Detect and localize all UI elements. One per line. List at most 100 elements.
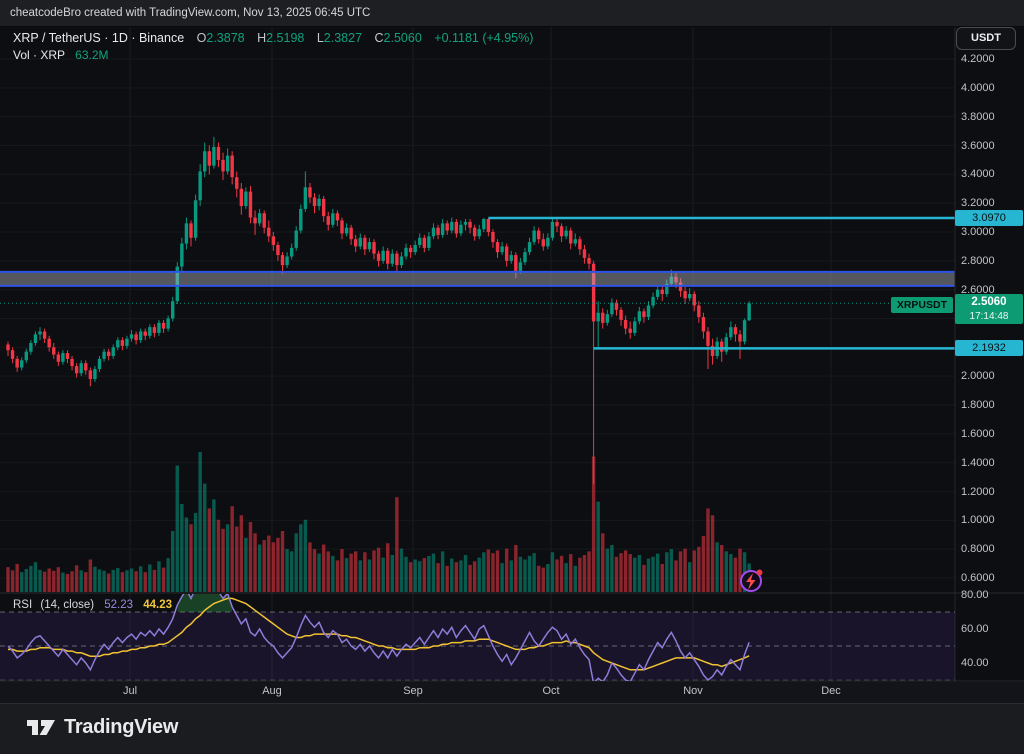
candle-body: [235, 177, 239, 189]
attribution-text: cheatcodeBro created with TradingView.co…: [10, 7, 371, 19]
candle-body: [610, 302, 614, 315]
volume-bar: [541, 567, 545, 592]
volume-bar: [175, 465, 179, 592]
candle-body: [500, 246, 504, 253]
volume-bar: [390, 554, 394, 592]
volume-bar: [710, 515, 715, 592]
volume-bar: [299, 524, 303, 592]
candle-body: [189, 223, 193, 238]
volume-bar: [436, 563, 440, 592]
volume-bar: [623, 550, 628, 592]
candle-body: [79, 363, 83, 374]
candle-body: [143, 331, 147, 336]
candle-body: [706, 331, 710, 346]
volume-bar: [431, 553, 436, 592]
candle-body: [596, 312, 600, 322]
candle-body: [294, 230, 298, 248]
volume-bar: [42, 571, 47, 592]
volume-bar: [413, 559, 417, 592]
candle-body: [651, 296, 655, 306]
volume-bar: [564, 563, 568, 592]
currency-toggle-button[interactable]: USDT: [956, 27, 1016, 50]
candle-body: [367, 242, 372, 250]
price-zone[interactable]: [0, 271, 955, 286]
volume-bar: [665, 552, 669, 592]
volume-bar: [331, 555, 335, 592]
volume-bar: [729, 554, 733, 592]
candle-body: [321, 198, 326, 217]
candle-body: [514, 255, 518, 271]
volume-bar: [244, 537, 248, 592]
volume-bar: [381, 557, 385, 592]
candle-body: [175, 266, 179, 302]
candle-body: [440, 223, 445, 235]
rsi-value: 52.23: [104, 599, 134, 611]
volume-bar: [450, 558, 454, 592]
volume-bar: [24, 568, 28, 592]
volume-bar: [367, 559, 372, 592]
volume-bar: [591, 456, 596, 592]
candle-body: [729, 327, 733, 338]
volume-bar: [317, 553, 321, 592]
symbol-legend[interactable]: XRP / TetherUS · 1D · Binance O2.3878 H2…: [13, 31, 533, 45]
volume-bar: [427, 555, 431, 592]
candle-body: [47, 338, 51, 348]
volume-bar: [683, 548, 687, 592]
volume-bar: [637, 554, 642, 592]
candle-body: [253, 217, 257, 224]
tradingview-logo-text: TradingView: [64, 716, 179, 738]
volume-bar: [198, 452, 202, 592]
low-label: L: [316, 31, 324, 45]
candle-body: [248, 191, 253, 218]
candle-body: [697, 305, 701, 318]
candle-body: [436, 227, 440, 235]
candle-body: [376, 253, 381, 261]
candle-body: [193, 200, 198, 238]
volume-bar: [687, 562, 692, 592]
volume-bar: [468, 564, 472, 592]
volume-bar: [454, 562, 459, 592]
candle-body: [633, 321, 637, 333]
tradingview-logo[interactable]: TradingView: [26, 716, 178, 739]
candle-body: [720, 341, 724, 352]
volume-legend[interactable]: Vol · XRP 63.2M: [13, 48, 109, 62]
rsi-legend[interactable]: RSI (14, close) 52.23 44.23: [13, 599, 172, 611]
volume-bar: [610, 545, 614, 592]
volume-bar: [111, 569, 115, 592]
volume-bar: [491, 553, 495, 592]
volume-bar: [61, 572, 65, 592]
rsi-line: [7, 594, 750, 681]
candle-body: [527, 242, 532, 253]
candle-body: [742, 320, 747, 342]
volume-bar: [399, 548, 404, 592]
candle-body: [326, 216, 330, 225]
candle-body: [569, 230, 573, 244]
flash-events-icon[interactable]: [740, 569, 763, 592]
candle-body: [312, 197, 317, 207]
open-value: 2.3878: [206, 31, 245, 45]
volume-bar: [573, 565, 577, 592]
candle-body: [166, 318, 170, 329]
candle-body: [97, 358, 102, 369]
candle-body: [29, 343, 33, 352]
volume-bar: [157, 561, 161, 592]
volume-bar: [203, 483, 207, 592]
volume-bar: [56, 567, 61, 592]
volume-bar: [395, 497, 399, 592]
volume-bar: [216, 519, 221, 592]
volume-bar: [546, 564, 550, 592]
volume-bar: [582, 554, 587, 592]
volume-bar: [550, 552, 555, 592]
candle-body: [399, 256, 404, 266]
candle-body: [454, 221, 459, 234]
volume-bar: [459, 560, 463, 592]
candle-body: [102, 351, 106, 359]
volume-bar: [477, 557, 481, 592]
candle-body: [271, 236, 276, 245]
volume-bar: [276, 537, 280, 592]
candle-body: [24, 351, 28, 361]
candle-body: [605, 314, 610, 323]
volume-bar: [674, 560, 678, 592]
volume-bar: [344, 558, 349, 592]
candle-body: [303, 187, 308, 209]
